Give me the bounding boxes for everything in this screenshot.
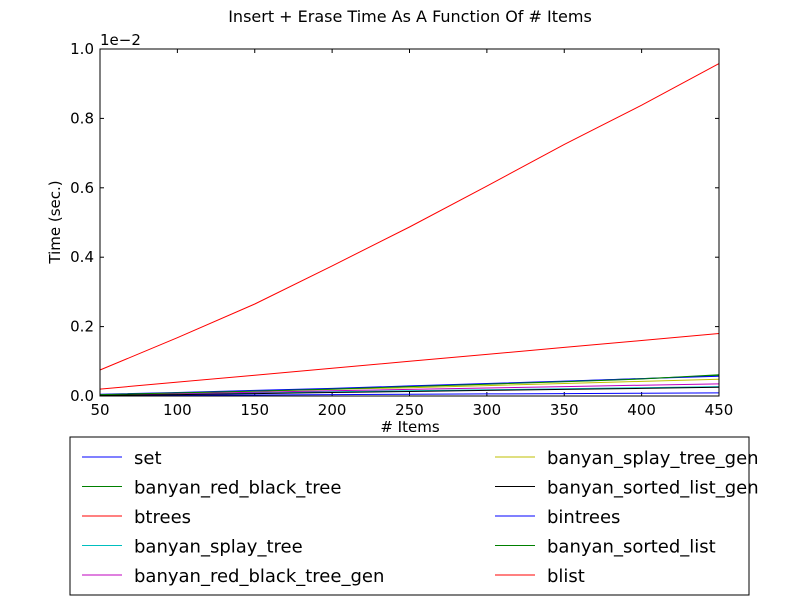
plot-frame xyxy=(99,48,720,397)
y-tick-label: 0.6 xyxy=(70,179,94,197)
y-tick-label: 0.0 xyxy=(70,387,94,405)
series-line-banyan_sorted_list_gen xyxy=(99,386,720,396)
axis-ticks: 50 100 150 200 250 300 350 400 450 0.0 0.2 0.4 0.6 0.… xyxy=(70,40,733,419)
legend-label: banyan_red_black_tree_gen xyxy=(134,566,384,587)
x-tick-label: 450 xyxy=(705,401,734,419)
legend-label: bintrees xyxy=(547,507,620,528)
x-axis-label: # Items xyxy=(380,418,439,436)
legend-label: banyan_splay_tree xyxy=(134,537,303,558)
y-tick-label: 0.4 xyxy=(70,248,94,266)
legend-label: banyan_sorted_list_gen xyxy=(547,478,759,499)
x-tick-label: 400 xyxy=(627,401,656,419)
series-line-blist xyxy=(99,63,720,371)
x-tick-label: 300 xyxy=(473,401,502,419)
plot-area xyxy=(100,49,719,396)
legend-label: banyan_splay_tree_gen xyxy=(547,448,759,469)
legend-label: banyan_red_black_tree xyxy=(134,478,341,499)
y-tick-label: 0.2 xyxy=(70,318,94,336)
series-line-btrees xyxy=(99,333,720,390)
legend-label: banyan_sorted_list xyxy=(547,537,716,558)
x-tick-label: 50 xyxy=(90,401,109,419)
series-line-banyan_red_black_tree_gen xyxy=(99,383,720,396)
chart-title: Insert + Erase Time As A Function Of # I… xyxy=(228,7,592,26)
y-axis-label: Time (sec.) xyxy=(46,180,64,264)
x-tick-label: 200 xyxy=(318,401,347,419)
legend-label: set xyxy=(134,448,162,469)
series-line-set xyxy=(99,392,720,397)
x-tick-label: 250 xyxy=(395,401,424,419)
legend-label: blist xyxy=(547,566,585,587)
y-tick-label: 0.8 xyxy=(70,109,94,127)
y-scale-offset: 1e−2 xyxy=(100,31,141,49)
x-tick-label: 350 xyxy=(550,401,579,419)
series-lines xyxy=(99,63,720,397)
legend-box xyxy=(69,436,750,596)
series-line-banyan_sorted_list xyxy=(99,374,720,396)
legend-label: btrees xyxy=(134,507,191,528)
x-tick-label: 150 xyxy=(240,401,269,419)
x-tick-label: 100 xyxy=(163,401,192,419)
y-tick-label: 1.0 xyxy=(70,40,94,58)
